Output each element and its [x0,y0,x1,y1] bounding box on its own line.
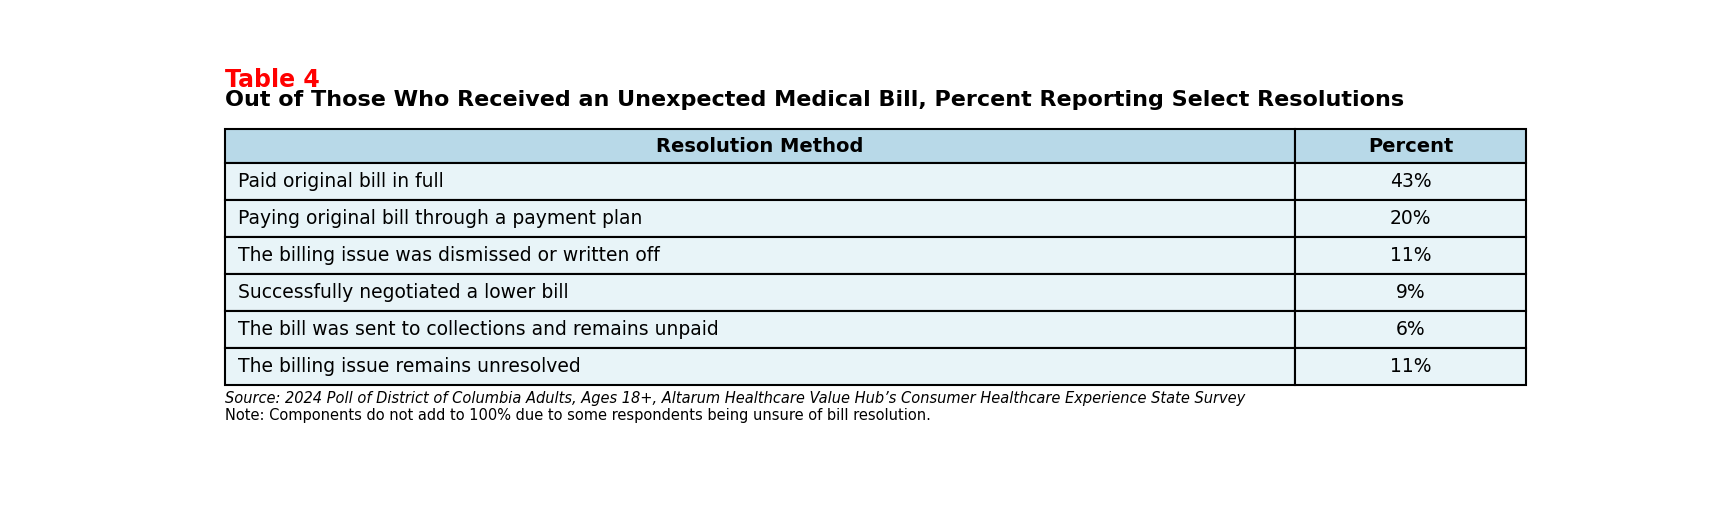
Text: 20%: 20% [1389,210,1432,229]
Text: 11%: 11% [1389,247,1432,266]
FancyBboxPatch shape [1295,238,1526,275]
FancyBboxPatch shape [1295,348,1526,385]
FancyBboxPatch shape [226,275,1295,312]
FancyBboxPatch shape [1295,275,1526,312]
FancyBboxPatch shape [226,348,1295,385]
FancyBboxPatch shape [226,164,1295,201]
FancyBboxPatch shape [226,129,1295,164]
Text: Table 4: Table 4 [226,68,320,92]
Text: The billing issue was dismissed or written off: The billing issue was dismissed or writt… [239,247,660,266]
Text: Successfully negotiated a lower bill: Successfully negotiated a lower bill [239,284,569,303]
Text: Resolution Method: Resolution Method [656,137,863,156]
Text: 6%: 6% [1396,320,1425,340]
Text: Note: Components do not add to 100% due to some respondents being unsure of bill: Note: Components do not add to 100% due … [226,408,931,423]
Text: Percent: Percent [1367,137,1453,156]
Text: The billing issue remains unresolved: The billing issue remains unresolved [239,357,581,376]
FancyBboxPatch shape [226,238,1295,275]
Text: 43%: 43% [1389,173,1432,192]
Text: Source: 2024 Poll of District of Columbia Adults, Ages 18+, Altarum Healthcare V: Source: 2024 Poll of District of Columbi… [226,391,1246,407]
Text: 9%: 9% [1396,284,1425,303]
FancyBboxPatch shape [1295,129,1526,164]
FancyBboxPatch shape [1295,201,1526,238]
Text: Paying original bill through a payment plan: Paying original bill through a payment p… [239,210,643,229]
FancyBboxPatch shape [1295,312,1526,348]
FancyBboxPatch shape [226,312,1295,348]
Text: Paid original bill in full: Paid original bill in full [239,173,444,192]
FancyBboxPatch shape [226,201,1295,238]
Text: Out of Those Who Received an Unexpected Medical Bill, Percent Reporting Select R: Out of Those Who Received an Unexpected … [226,90,1405,109]
Text: 11%: 11% [1389,357,1432,376]
FancyBboxPatch shape [1295,164,1526,201]
Text: The bill was sent to collections and remains unpaid: The bill was sent to collections and rem… [239,320,719,340]
